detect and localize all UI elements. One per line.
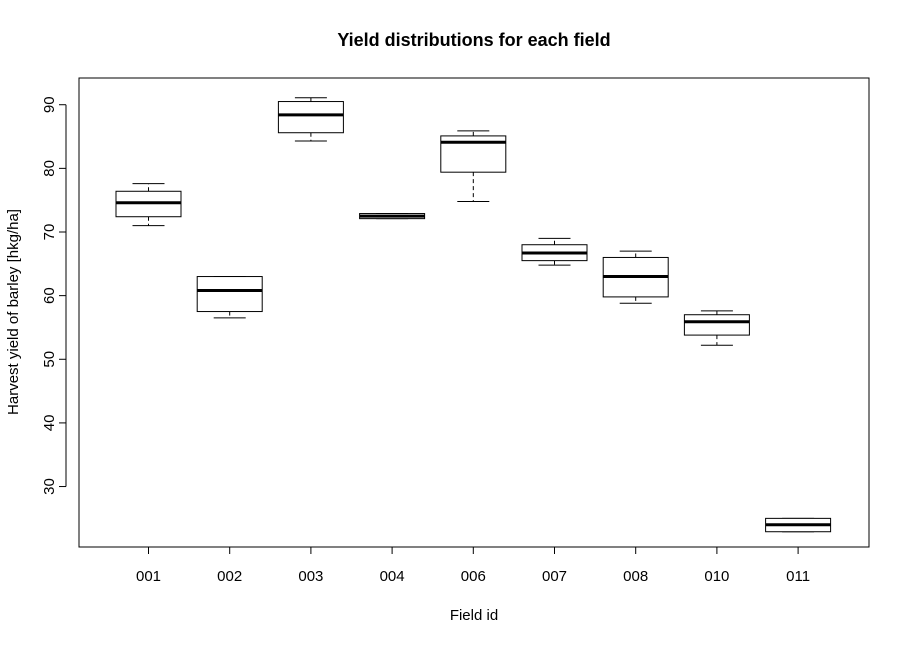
box-006 (440, 130, 507, 202)
box-001 (115, 183, 182, 227)
boxes (115, 97, 832, 533)
x-tick-label: 003 (298, 568, 323, 585)
y-axis-label: Harvest yield of barley [hkg/ha] (5, 209, 22, 415)
x-tick-label: 004 (380, 568, 405, 585)
y-tick-label: 90 (41, 96, 58, 113)
x-tick-label: 002 (217, 568, 242, 585)
x-tick-label: 006 (461, 568, 486, 585)
box-008 (602, 250, 669, 304)
x-tick-label: 008 (623, 568, 648, 585)
y-tick-label: 30 (41, 478, 58, 495)
box-004 (359, 213, 426, 220)
x-tick-label: 010 (704, 568, 729, 585)
box-010 (683, 310, 750, 346)
y-tick-label: 80 (41, 160, 58, 177)
y-axis: 30 40 50 60 70 80 90 (41, 96, 67, 495)
y-tick-label: 50 (41, 351, 58, 368)
chart-title: Yield distributions for each field (337, 30, 610, 50)
box-011 (765, 517, 832, 533)
box-002 (196, 276, 263, 319)
y-tick-label: 70 (41, 224, 58, 241)
box-007 (521, 237, 588, 266)
x-axis: 001 002 003 004 006 007 008 010 011 (136, 546, 810, 585)
y-tick-label: 40 (41, 415, 58, 432)
iqr-box (683, 314, 750, 336)
iqr-box (196, 276, 263, 313)
x-axis-label: Field id (450, 607, 498, 624)
x-tick-label: 001 (136, 568, 161, 585)
box-003 (277, 97, 344, 142)
x-tick-label: 011 (786, 568, 810, 585)
x-tick-label: 007 (542, 568, 567, 585)
y-tick-label: 60 (41, 287, 58, 304)
iqr-box (277, 101, 344, 134)
